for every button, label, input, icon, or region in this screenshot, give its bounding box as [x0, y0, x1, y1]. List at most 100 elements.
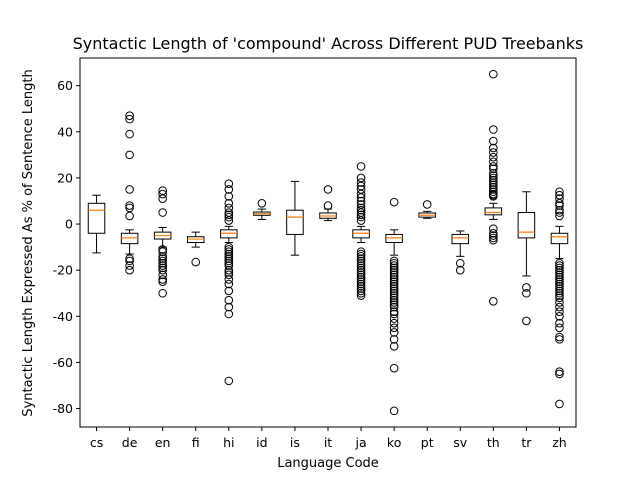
outlier-point: [555, 268, 564, 277]
outlier-point: [555, 277, 564, 287]
outlier-point: [555, 293, 564, 303]
x-tick-label: hi: [223, 435, 234, 450]
outlier-point: [389, 309, 399, 319]
outlier-point: [555, 265, 564, 275]
outlier-point: [158, 277, 167, 287]
outlier-point: [257, 198, 267, 208]
outlier-point: [356, 216, 366, 225]
outlier-point: [224, 212, 234, 222]
outlier-point: [224, 252, 234, 261]
outlier-point: [356, 286, 366, 296]
x-tick-label: ja: [354, 435, 366, 450]
outlier-point: [555, 282, 564, 291]
outlier-point: [158, 245, 167, 254]
outlier-point: [224, 376, 234, 386]
outlier-point: [125, 114, 134, 124]
iqr-box: [550, 232, 569, 245]
outlier-point: [158, 270, 167, 280]
outlier-point: [356, 284, 366, 293]
x-tick-label: zh: [552, 435, 566, 450]
chart-title: Syntactic Length of 'compound' Across Di…: [73, 34, 584, 53]
outlier-point: [389, 256, 399, 266]
outlier-point: [555, 261, 564, 270]
outlier-point: [224, 210, 234, 220]
outlier-point: [489, 178, 498, 187]
outlier-point: [356, 275, 366, 284]
box-fi: [186, 231, 205, 267]
outlier-point: [389, 286, 399, 296]
box-de: [120, 111, 139, 275]
plot-frame: [79, 57, 577, 428]
outlier-point: [323, 201, 333, 210]
outlier-point: [555, 263, 564, 273]
outlier-point: [224, 258, 234, 268]
outlier-point: [356, 203, 366, 213]
x-tick-label: is: [290, 435, 300, 450]
outlier-point: [522, 316, 531, 326]
outlier-point: [158, 208, 167, 217]
x-tick-label: it: [324, 435, 332, 450]
outlier-point: [356, 272, 366, 282]
outlier-point: [555, 286, 564, 296]
outlier-point: [158, 189, 167, 199]
outlier-point: [125, 261, 134, 270]
outlier-point: [224, 247, 234, 257]
outlier-point: [489, 152, 498, 162]
outlier-point: [489, 185, 498, 194]
outlier-point: [224, 242, 234, 252]
outlier-point: [555, 399, 564, 409]
outlier-point: [555, 198, 564, 208]
outlier-point: [555, 323, 564, 333]
box-zh: [550, 187, 569, 409]
y-tick-label: 0: [65, 217, 73, 232]
x-axis-label: Language Code: [277, 456, 379, 471]
outlier-point: [158, 275, 167, 284]
outlier-point: [224, 275, 234, 284]
outlier-point: [555, 307, 564, 316]
box-th: [484, 69, 503, 306]
outlier-point: [555, 211, 564, 221]
outlier-point: [356, 270, 366, 280]
outlier-point: [389, 291, 399, 300]
x-tick-label: tr: [521, 435, 532, 450]
outlier-point: [125, 211, 134, 221]
outlier-point: [389, 295, 399, 305]
outlier-point: [356, 178, 366, 187]
outlier-point: [389, 268, 399, 277]
outlier-point: [356, 210, 366, 220]
outlier-point: [555, 208, 564, 217]
box-hi: [220, 179, 238, 386]
outlier-point: [522, 288, 531, 298]
outlier-point: [389, 341, 399, 351]
y-tick-label: -40: [53, 309, 73, 324]
outlier-point: [158, 263, 167, 273]
outlier-point: [555, 369, 564, 379]
outlier-point: [389, 314, 399, 323]
outlier-point: [389, 270, 399, 280]
outlier-point: [356, 247, 366, 257]
outlier-point: [389, 284, 399, 293]
outlier-point: [389, 288, 399, 298]
outlier-point: [389, 197, 399, 207]
outlier-point: [389, 261, 399, 270]
outlier-point: [356, 196, 366, 206]
y-tick-label: -80: [53, 401, 73, 416]
outlier-point: [224, 270, 234, 280]
outlier-point: [389, 363, 399, 373]
outlier-point: [191, 257, 201, 267]
outlier-point: [555, 194, 564, 203]
x-tick-label: pt: [421, 435, 434, 450]
box-id: [253, 198, 271, 220]
outlier-point: [356, 263, 366, 273]
outlier-point: [489, 235, 498, 245]
outlier-point: [224, 216, 234, 225]
x-tick-label: sv: [453, 435, 468, 450]
outlier-point: [356, 173, 366, 183]
outlier-point: [224, 268, 234, 277]
box-en: [153, 186, 172, 298]
outlier-point: [158, 256, 167, 266]
outlier-point: [125, 111, 134, 120]
y-tick-label: 60: [57, 78, 73, 93]
outlier-point: [158, 247, 167, 257]
